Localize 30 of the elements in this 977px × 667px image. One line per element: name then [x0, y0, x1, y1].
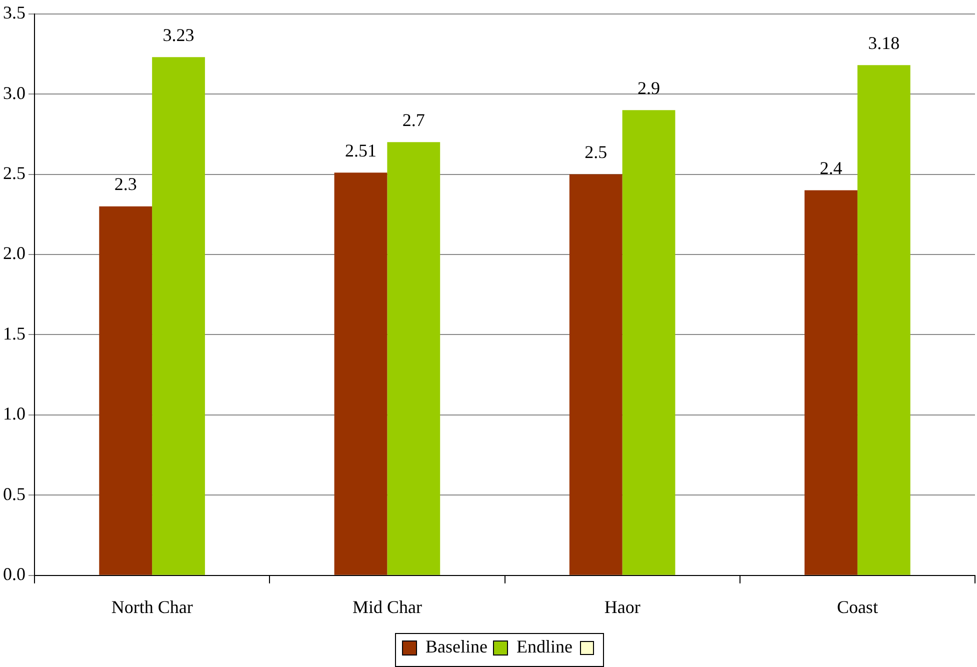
data-label: 2.9: [638, 78, 660, 98]
data-label: 3.23: [162, 24, 194, 45]
bar: [857, 65, 910, 575]
legend-label: Endline: [516, 636, 572, 657]
x-tick-label: North Char: [111, 596, 193, 617]
data-label: 2.7: [402, 110, 425, 130]
bar: [152, 57, 205, 575]
y-tick-label: 3.0: [3, 82, 26, 103]
data-label: 2.51: [344, 140, 376, 160]
y-tick-label: 0.5: [3, 484, 26, 504]
data-label: 2.3: [114, 174, 137, 194]
bar: [99, 206, 152, 575]
data-label: 2.4: [820, 158, 842, 178]
x-tick-label: Coast: [836, 596, 878, 617]
bar: [387, 142, 440, 575]
bar: [334, 172, 388, 575]
data-label: 2.5: [584, 142, 608, 162]
data-label: 3.18: [868, 32, 900, 53]
legend-label: Baseline: [426, 636, 488, 657]
y-tick-label: 2.0: [3, 243, 26, 264]
y-tick-label: 3.5: [3, 2, 26, 23]
bar: [569, 174, 622, 575]
bar: [804, 190, 858, 575]
bar: [622, 110, 676, 575]
y-tick-label: 1.5: [3, 323, 26, 344]
x-tick-label: Haor: [604, 596, 640, 617]
y-tick-label: 2.5: [3, 162, 26, 183]
y-tick-label: 1.0: [3, 404, 26, 424]
x-tick-label: Mid Char: [352, 596, 422, 617]
y-tick-label: 0.0: [3, 564, 26, 584]
